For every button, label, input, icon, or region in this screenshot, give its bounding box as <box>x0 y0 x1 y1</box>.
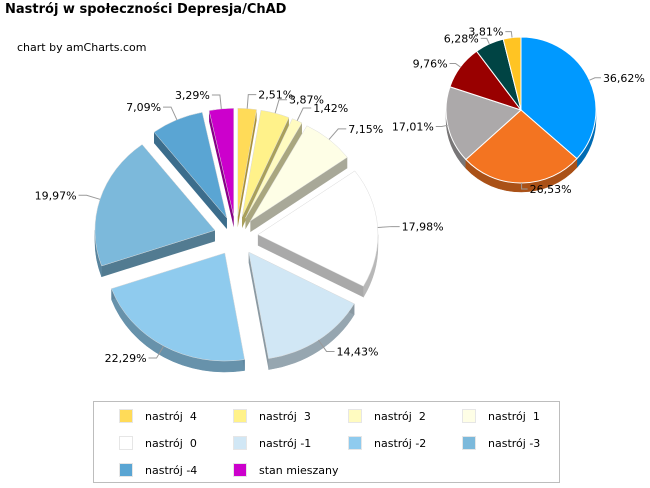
legend-swatch <box>348 409 362 423</box>
slice-value-label: 17,01% <box>392 121 434 134</box>
slice-value-label: 22,29% <box>105 352 147 365</box>
legend-swatch <box>119 409 133 423</box>
label-connector <box>211 94 222 109</box>
secondary-pie-chart: 36,62% 26,53% 17,01% 9,76% 6,28%3,81% <box>392 26 645 196</box>
slice-nastrój--3[interactable] <box>94 144 216 267</box>
legend-item[interactable]: nastrój -1 <box>233 434 311 452</box>
label-connector <box>521 182 528 190</box>
slice-depth <box>209 110 234 228</box>
legend-label: nastrój 2 <box>374 409 426 423</box>
label-connector <box>318 339 335 352</box>
slice-secondary-2[interactable] <box>465 109 578 184</box>
slice-value-label: 1,42% <box>313 102 348 115</box>
label-connector <box>78 194 101 200</box>
slice-secondary-1[interactable] <box>520 36 597 160</box>
main-pie-chart: 2,51%3,87%1,42%7,15% 17,98% 14,43% 22,29% 19… <box>35 89 444 373</box>
legend-label: nastrój 3 <box>259 409 311 423</box>
legend-item[interactable]: nastrój -3 <box>462 434 540 452</box>
legend-swatch <box>348 436 362 450</box>
label-connector <box>589 77 601 81</box>
label-connector <box>148 345 165 359</box>
slice-value-label: 7,09% <box>126 101 161 114</box>
legend-label: nastrój 4 <box>145 409 197 423</box>
label-connector <box>274 99 288 114</box>
slice-nastrój--2[interactable] <box>111 252 245 362</box>
slice-nastrój-0[interactable] <box>257 170 379 287</box>
legend-item[interactable]: stan mieszany <box>233 461 339 479</box>
slice-value-label: 3,81% <box>468 26 503 39</box>
slice-value-label: 2,51% <box>258 89 293 102</box>
slice-value-label: 6,28% <box>444 32 479 45</box>
amcharts-credit-link[interactable]: chart by amCharts.com <box>17 41 147 54</box>
legend-label: nastrój -4 <box>145 463 198 477</box>
legend-swatch <box>233 409 247 423</box>
label-connector <box>328 128 347 140</box>
legend-item[interactable]: nastrój 2 <box>348 407 426 425</box>
label-connector <box>480 37 490 45</box>
slice-value-label: 3,87% <box>289 94 324 107</box>
legend-item[interactable]: nastrój 4 <box>119 407 197 425</box>
slice-value-label: 17,98% <box>402 221 444 234</box>
legend-label: nastrój 1 <box>488 409 540 423</box>
legend-label: nastrój 0 <box>145 436 197 450</box>
legend-label: nastrój -1 <box>259 436 312 450</box>
slice-nastrój--4[interactable] <box>153 112 228 219</box>
chart-legend: nastrój 4 nastrój 3 nastrój 2 nastrój 1 nast… <box>93 401 560 483</box>
legend-swatch <box>119 463 133 477</box>
legend-item[interactable]: nastrój -4 <box>119 461 197 479</box>
legend-swatch <box>462 436 476 450</box>
slice-nastrój-4[interactable] <box>237 108 257 217</box>
slice-value-label: 26,53% <box>530 183 572 196</box>
chart-title: Nastrój w społeczności Depresja/ChAD <box>5 2 287 17</box>
label-connector <box>163 106 178 121</box>
slice-value-label: 7,15% <box>348 123 383 136</box>
label-connector <box>505 31 513 38</box>
legend-label: stan mieszany <box>259 463 339 477</box>
slice-value-label: 19,97% <box>35 189 77 202</box>
legend-item[interactable]: nastrój 1 <box>462 407 540 425</box>
legend-swatch <box>462 409 476 423</box>
pie-charts: 2,51%3,87%1,42%7,15% 17,98% 14,43% 22,29% 19… <box>35 26 645 373</box>
label-connector <box>246 94 257 109</box>
slice-value-label: 9,76% <box>413 57 448 70</box>
legend-item[interactable]: nastrój 0 <box>119 434 197 452</box>
legend-swatch <box>233 463 247 477</box>
slice-value-label: 14,43% <box>337 345 379 358</box>
label-connector <box>449 62 461 68</box>
slice-value-label: 36,62% <box>603 72 645 85</box>
legend-swatch <box>233 436 247 450</box>
label-connector <box>435 124 448 128</box>
slice-nastrój-3[interactable] <box>241 110 290 218</box>
slice-depth <box>237 109 257 228</box>
slice-secondary-6[interactable] <box>502 36 522 111</box>
legend-label: nastrój -2 <box>374 436 427 450</box>
label-connector <box>377 226 400 228</box>
slice-stan-mieszany[interactable] <box>208 108 234 217</box>
legend-item[interactable]: nastrój 3 <box>233 407 311 425</box>
legend-item[interactable]: nastrój -2 <box>348 434 426 452</box>
legend-swatch <box>119 436 133 450</box>
label-connector <box>296 107 312 121</box>
legend-label: nastrój -3 <box>488 436 541 450</box>
slice-value-label: 3,29% <box>175 89 210 102</box>
